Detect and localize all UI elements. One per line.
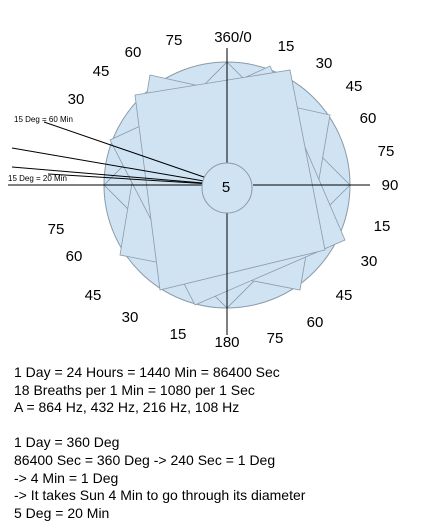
note-line: 18 Breaths per 1 Min = 1080 per 1 Sec xyxy=(14,381,255,398)
degree-label: 75 xyxy=(267,330,284,347)
degree-label: 30 xyxy=(316,55,333,72)
note-line xyxy=(14,417,305,435)
pointer-line xyxy=(11,147,228,186)
annotation-lower: 15 Deg = 20 Min xyxy=(8,174,67,183)
degree-label: 45 xyxy=(346,78,363,95)
degree-label: 15 xyxy=(170,326,187,343)
degree-label: 30 xyxy=(361,253,378,270)
degree-label: 45 xyxy=(336,287,353,304)
degree-label: 15 xyxy=(278,38,295,55)
degree-label: 75 xyxy=(378,143,395,160)
degree-label: 30 xyxy=(68,91,85,108)
degree-label-top: 360/0 xyxy=(214,29,252,46)
annotation-upper: 15 Deg = 60 Min xyxy=(14,115,73,124)
degree-label-right: 90 xyxy=(382,177,399,194)
degree-label: 30 xyxy=(122,309,139,326)
degree-label: 15 xyxy=(374,218,391,235)
note-line: 1 Day = 24 Hours = 1440 Min = 86400 Sec xyxy=(14,364,280,380)
degree-label: 60 xyxy=(307,314,324,331)
degree-label-bottom: 180 xyxy=(214,334,239,351)
note-line: 86400 Sec = 360 Deg -> 240 Sec = 1 Deg xyxy=(14,451,276,468)
degree-label: 60 xyxy=(66,248,83,265)
note-line: A = 864 Hz, 432 Hz, 216 Hz, 108 Hz xyxy=(14,399,240,416)
inner-sun-circle xyxy=(201,162,253,214)
note-line: 1 Day = 360 Deg xyxy=(14,434,120,451)
degree-label: 60 xyxy=(125,44,142,61)
note-line: 5 Deg = 20 Min xyxy=(14,504,110,521)
sun-clock-diagram: 5 15 Deg = 60 Min 15 Deg = 20 Min 360/0 … xyxy=(8,29,399,351)
notes-block: 1 Day = 24 Hours = 1440 Min = 86400 Sec … xyxy=(14,364,305,522)
degree-label: 75 xyxy=(166,32,183,49)
center-label: 5 xyxy=(222,179,230,196)
pointer-line xyxy=(43,121,228,186)
degree-label: 45 xyxy=(93,63,110,80)
pointer-line xyxy=(11,166,228,186)
degree-label: 45 xyxy=(85,287,102,304)
degree-label: 60 xyxy=(360,110,377,127)
note-line: -> 4 Min = 1 Deg xyxy=(14,469,119,486)
note-line: -> It takes Sun 4 Min to go through its … xyxy=(14,487,306,504)
pointer-line xyxy=(47,173,228,186)
degree-label: 75 xyxy=(48,221,65,238)
